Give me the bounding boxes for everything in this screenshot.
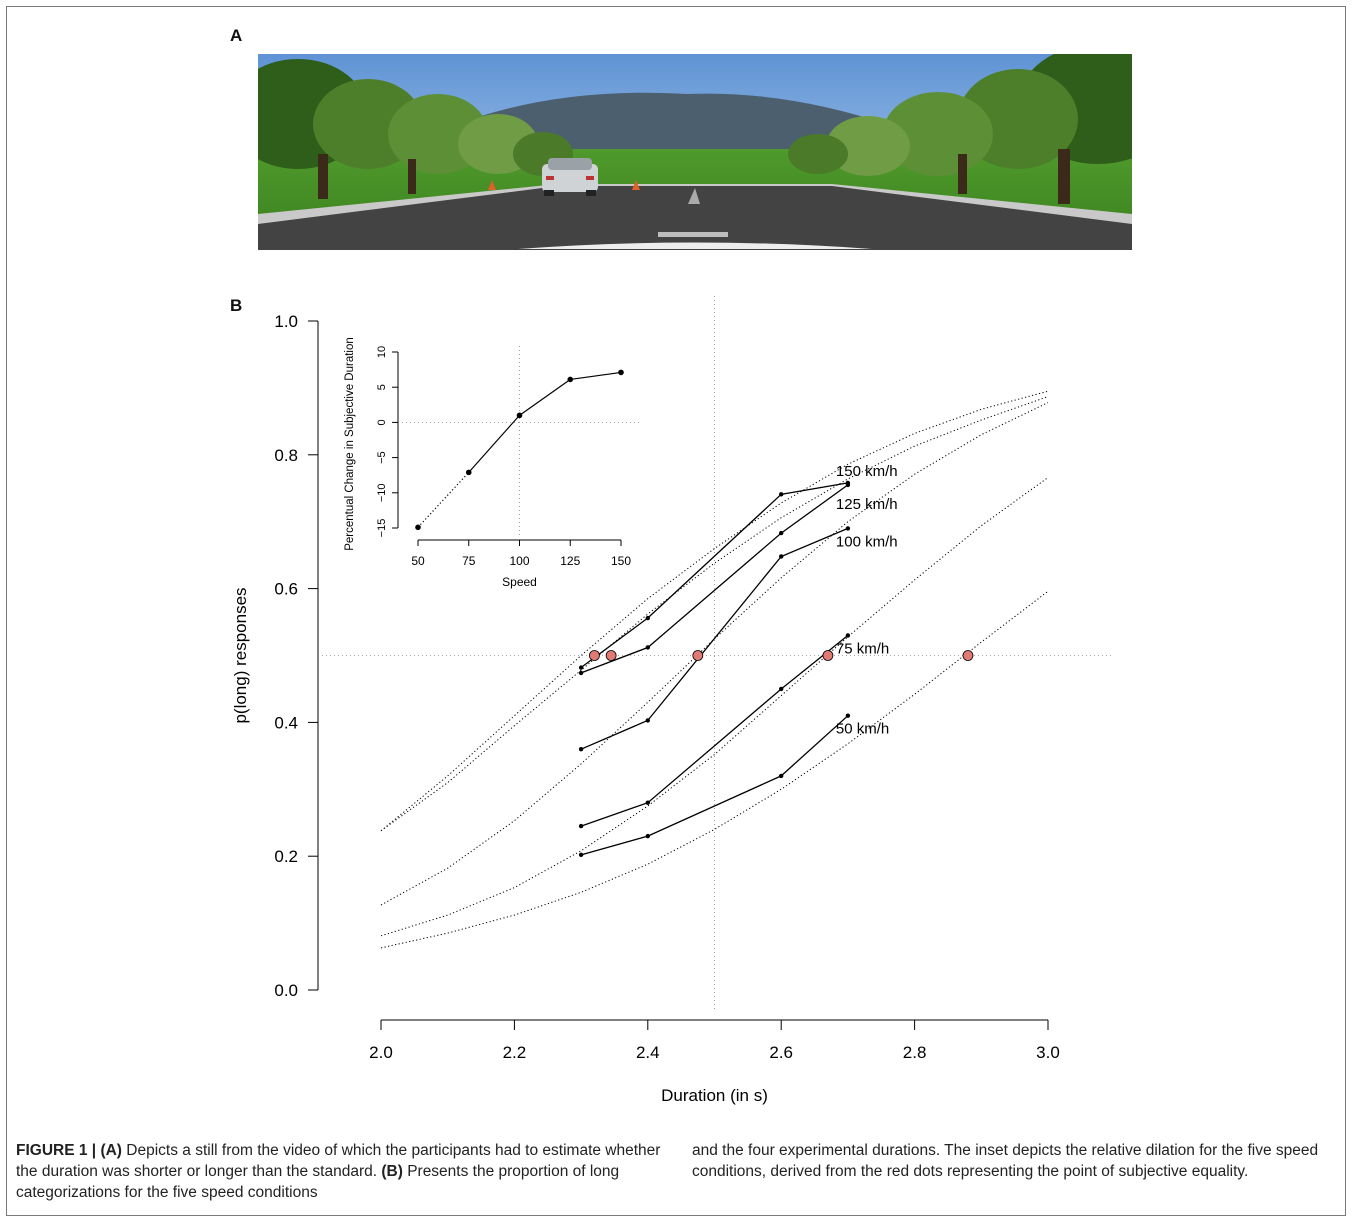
data-point-75-km-h — [578, 823, 584, 829]
x-tick-label: 2.0 — [369, 1043, 393, 1062]
data-point-75-km-h — [645, 800, 650, 805]
series-label-150-km-h: 150 km/h — [836, 463, 898, 480]
data-point-125-km-h — [779, 530, 784, 536]
pse-dot-75-km-h — [822, 650, 834, 661]
y-tick-label: 0.2 — [274, 847, 298, 866]
data-point-50-km-h — [779, 773, 784, 779]
data-point-50-km-h — [578, 852, 584, 858]
caption-part-a-text: Depicts a still from the video of which … — [16, 1142, 661, 1180]
tree-canopy-left — [258, 59, 573, 199]
x-axis-label: Duration (in s) — [661, 1086, 768, 1105]
data-point-125-km-h — [578, 670, 584, 676]
inset-data-point — [567, 376, 574, 383]
caption-part-b-text-2: and the four experimental durations. The… — [692, 1142, 1319, 1180]
inset-x-axis-label: Speed — [502, 575, 537, 589]
pse-dot-125-km-h — [605, 650, 617, 661]
data-point-125-km-h — [645, 645, 650, 650]
y-axis-label: p(long) responses — [231, 587, 250, 723]
series-label-125-km-h: 125 km/h — [836, 496, 898, 513]
fit-curve-75-km-h — [380, 477, 1049, 937]
car-shape — [542, 158, 598, 196]
traffic-cone-left — [488, 180, 496, 190]
inset-data-point — [465, 469, 472, 476]
data-point-50-km-h — [645, 833, 650, 839]
y-tick-label: 0.4 — [274, 713, 298, 732]
y-tick-label: 0.6 — [274, 580, 298, 599]
data-point-150-km-h — [779, 492, 784, 497]
caption-part-b-text-1: Presents the proportion of long categori… — [16, 1163, 620, 1201]
inset-data-point — [618, 369, 624, 376]
caption-col-left: FIGURE 1 | (A) Depicts a still from the … — [16, 1140, 662, 1203]
caption-figure-label: FIGURE 1 | — [16, 1142, 97, 1159]
inset-y-tick-label: 10 — [376, 346, 388, 358]
inset-x-tick-label: 50 — [411, 554, 425, 568]
x-tick-label: 2.8 — [903, 1043, 927, 1062]
data-point-125-km-h — [845, 482, 851, 488]
series-line-75-km-h — [580, 634, 849, 827]
tree-canopy-right — [788, 54, 1132, 204]
data-point-150-km-h — [645, 615, 650, 621]
inset-data-point — [516, 412, 523, 419]
inset-y-axis-label: Percentual Change in Subjective Duration — [344, 337, 356, 551]
inset-x-tick-label: 150 — [611, 554, 631, 568]
panel-a-label: A — [230, 26, 243, 45]
caption-part-b-tag: (B) — [381, 1163, 403, 1180]
series-line-150-km-h — [580, 482, 849, 669]
series-label-100-km-h: 100 km/h — [836, 533, 898, 550]
inset-y-tick-label: −5 — [376, 451, 388, 464]
data-point-50-km-h — [845, 713, 851, 718]
data-point-100-km-h — [779, 554, 784, 559]
data-point-150-km-h — [578, 665, 584, 670]
inset-data-point — [415, 524, 421, 531]
inset-x-tick-label: 125 — [560, 554, 580, 568]
data-point-75-km-h — [779, 686, 784, 692]
data-point-75-km-h — [845, 633, 851, 638]
series-line-50-km-h — [580, 715, 849, 856]
caption-part-a-tag: (A) — [100, 1142, 122, 1159]
inset-series-segment — [468, 414, 520, 473]
pse-dot-50-km-h — [962, 650, 974, 661]
series-line-100-km-h — [580, 527, 849, 750]
data-point-100-km-h — [578, 746, 584, 752]
pse-dot-150-km-h — [589, 650, 600, 661]
inset-y-tick-label: 5 — [376, 384, 388, 390]
inset-series-segment — [519, 378, 571, 416]
inset-x-tick-label: 100 — [509, 554, 529, 568]
x-tick-label: 2.4 — [636, 1043, 660, 1062]
x-tick-label: 3.0 — [1036, 1043, 1060, 1062]
pse-dot-100-km-h — [692, 650, 704, 661]
figure-caption: FIGURE 1 | (A) Depicts a still from the … — [16, 1140, 1338, 1203]
fit-curve-150-km-h — [380, 390, 1049, 832]
inset-series-segment — [570, 371, 622, 381]
y-tick-label: 1.0 — [274, 312, 298, 331]
fit-curve-100-km-h — [380, 402, 1049, 906]
figure-frame — [6, 6, 1346, 1216]
inset-y-tick-label: −15 — [376, 519, 388, 538]
data-point-100-km-h — [845, 526, 851, 531]
traffic-cone-right — [632, 180, 640, 190]
video-still-image — [258, 54, 1132, 250]
series-label-75-km-h: 75 km/h — [836, 640, 889, 657]
series-line-125-km-h — [580, 484, 849, 674]
inset-y-tick-label: 0 — [376, 419, 388, 425]
panel-b-label: B — [230, 296, 243, 315]
series-label-50-km-h: 50 km/h — [836, 721, 889, 738]
x-tick-label: 2.2 — [503, 1043, 527, 1062]
y-tick-label: 0.0 — [274, 981, 298, 1000]
data-point-100-km-h — [645, 718, 650, 723]
caption-col-right: and the four experimental durations. The… — [692, 1140, 1338, 1203]
inset-series-segment — [417, 471, 470, 528]
inset-y-tick-label: −10 — [376, 483, 388, 502]
inset-x-tick-label: 75 — [462, 554, 476, 568]
x-tick-label: 2.6 — [769, 1043, 793, 1062]
y-tick-label: 0.8 — [274, 446, 298, 465]
fit-curve-125-km-h — [380, 396, 1049, 832]
